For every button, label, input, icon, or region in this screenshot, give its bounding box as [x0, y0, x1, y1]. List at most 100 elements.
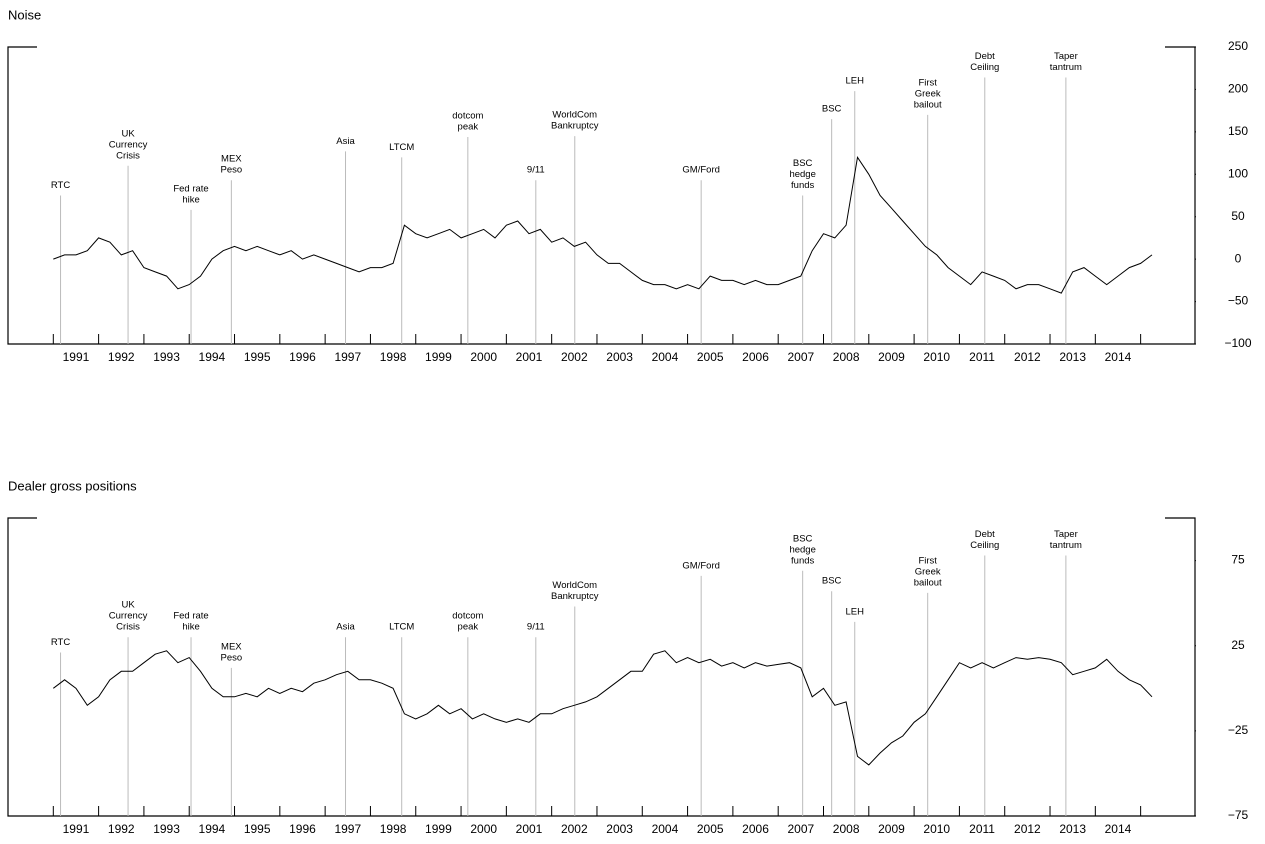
event-label: Asia	[336, 136, 355, 147]
event-label: BSC	[822, 576, 842, 587]
event-label: BSC	[793, 533, 813, 544]
event-label: LEH	[846, 76, 865, 87]
series-line	[53, 155, 1153, 294]
x-tick-label: 1994	[199, 350, 226, 364]
x-tick-label: 2014	[1105, 350, 1132, 364]
x-tick-label: 1992	[108, 350, 135, 364]
x-tick-label: 1993	[153, 822, 180, 836]
event-label: peak	[458, 622, 479, 633]
x-tick-label: 1994	[199, 822, 226, 836]
x-tick-label: 1997	[334, 822, 361, 836]
event-label: UK	[121, 128, 135, 139]
event-label: First	[918, 555, 937, 566]
event-label: Currency	[109, 139, 148, 150]
x-tick-label: 2005	[697, 350, 724, 364]
x-tick-label: 2000	[470, 350, 497, 364]
event-label: Greek	[915, 88, 941, 99]
panel-title: Dealer gross positions	[8, 478, 137, 493]
event-label: Peso	[221, 165, 243, 176]
event-label: bailout	[914, 99, 942, 110]
event-label: Asia	[336, 622, 355, 633]
event-label: tantrum	[1050, 62, 1082, 73]
event-label: Crisis	[116, 150, 140, 161]
x-tick-label: 2003	[606, 822, 633, 836]
x-tick-label: 1991	[63, 350, 90, 364]
event-label: bailout	[914, 577, 942, 588]
x-tick-label: 2009	[878, 350, 905, 364]
event-label: Greek	[915, 566, 941, 577]
x-tick-label: 1993	[153, 350, 180, 364]
x-tick-label: 2000	[470, 822, 497, 836]
x-tick-label: 2005	[697, 822, 724, 836]
y-tick-label: −75	[1228, 808, 1249, 822]
x-tick-label: 2011	[969, 822, 995, 836]
x-tick-label: 2007	[787, 350, 814, 364]
x-tick-label: 2008	[833, 350, 860, 364]
event-label: peak	[458, 121, 479, 132]
x-tick-label: 2012	[1014, 822, 1041, 836]
event-label: 9/11	[527, 622, 545, 633]
event-label: Bankruptcy	[551, 121, 599, 132]
y-tick-label: 75	[1231, 553, 1245, 567]
y-tick-label: 250	[1228, 39, 1248, 53]
event-label: GM/Ford	[682, 165, 719, 176]
event-label: MEX	[221, 154, 242, 165]
x-tick-label: 1998	[380, 350, 407, 364]
y-tick-label: −50	[1228, 294, 1249, 308]
event-label: Currency	[109, 611, 148, 622]
x-tick-label: 2012	[1014, 350, 1041, 364]
y-tick-label: −25	[1228, 723, 1249, 737]
x-tick-label: 1999	[425, 350, 452, 364]
event-label: funds	[791, 555, 814, 566]
event-label: Debt	[975, 529, 995, 540]
event-label: Ceiling	[970, 62, 999, 73]
event-label: dotcom	[452, 110, 483, 121]
series-line	[52, 650, 1153, 766]
event-label: hedge	[789, 169, 815, 180]
event-label: dotcom	[452, 611, 483, 622]
x-tick-label: 2013	[1059, 350, 1086, 364]
event-label: Debt	[975, 51, 995, 62]
x-tick-label: 2013	[1059, 822, 1086, 836]
event-label: BSC	[793, 158, 813, 169]
y-tick-label: 100	[1228, 166, 1248, 180]
x-tick-label: 1999	[425, 822, 452, 836]
x-tick-label: 1996	[289, 822, 316, 836]
event-label: BSC	[822, 104, 842, 115]
panel-title: Noise	[8, 7, 41, 22]
y-tick-label: 50	[1231, 209, 1245, 223]
x-tick-label: 1998	[380, 822, 407, 836]
event-label: hike	[182, 622, 199, 633]
event-label: Bankruptcy	[551, 591, 599, 602]
event-label: Peso	[221, 652, 243, 663]
event-label: MEX	[221, 641, 242, 652]
event-label: First	[918, 77, 937, 88]
x-tick-label: 2004	[652, 350, 679, 364]
y-tick-label: 0	[1235, 251, 1242, 265]
event-label: 9/11	[527, 165, 545, 176]
event-label: Crisis	[116, 622, 140, 633]
event-label: Ceiling	[970, 540, 999, 551]
event-label: LTCM	[389, 622, 414, 633]
event-label: Fed rate	[173, 611, 208, 622]
event-label: LTCM	[389, 142, 414, 153]
x-tick-label: 2006	[742, 822, 769, 836]
x-tick-label: 2001	[516, 822, 543, 836]
x-tick-label: 2003	[606, 350, 633, 364]
x-tick-label: 1996	[289, 350, 316, 364]
event-label: hedge	[789, 544, 815, 555]
frame	[7, 46, 1196, 345]
x-tick-label: 2001	[516, 350, 543, 364]
x-tick-label: 1992	[108, 822, 135, 836]
x-tick-label: 2008	[833, 822, 860, 836]
frame	[7, 517, 1196, 817]
x-tick-label: 2011	[969, 350, 995, 364]
event-label: RTC	[51, 637, 70, 648]
event-label: hike	[182, 194, 199, 205]
x-tick-label: 2010	[923, 822, 950, 836]
x-tick-label: 1997	[334, 350, 361, 364]
x-tick-label: 2006	[742, 350, 769, 364]
event-label: Taper	[1054, 529, 1078, 540]
x-tick-label: 1995	[244, 822, 271, 836]
